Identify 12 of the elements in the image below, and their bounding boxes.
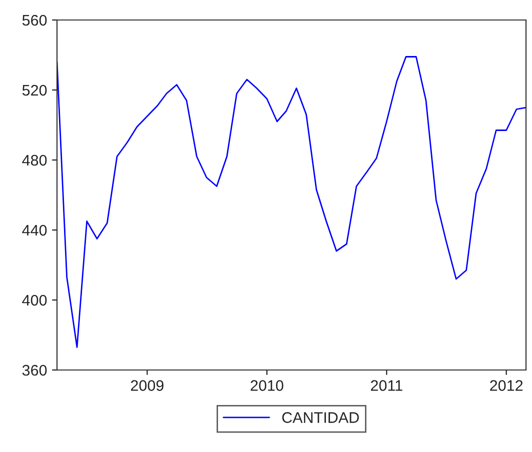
legend-label: CANTIDAD xyxy=(282,412,359,423)
y-tick-label: 560 xyxy=(22,14,47,26)
y-tick-label: 440 xyxy=(22,224,47,236)
x-tick-label: 2009 xyxy=(130,380,164,391)
line-series xyxy=(57,56,526,348)
y-tick-label: 520 xyxy=(22,84,47,96)
x-tick-label: 2011 xyxy=(370,380,402,391)
y-tick-label: 400 xyxy=(22,294,47,306)
x-tick-label: 2010 xyxy=(250,380,284,391)
y-tick-label: 360 xyxy=(22,364,47,376)
x-tick-label: 2012 xyxy=(490,380,523,391)
y-tick-label: 480 xyxy=(22,154,47,166)
